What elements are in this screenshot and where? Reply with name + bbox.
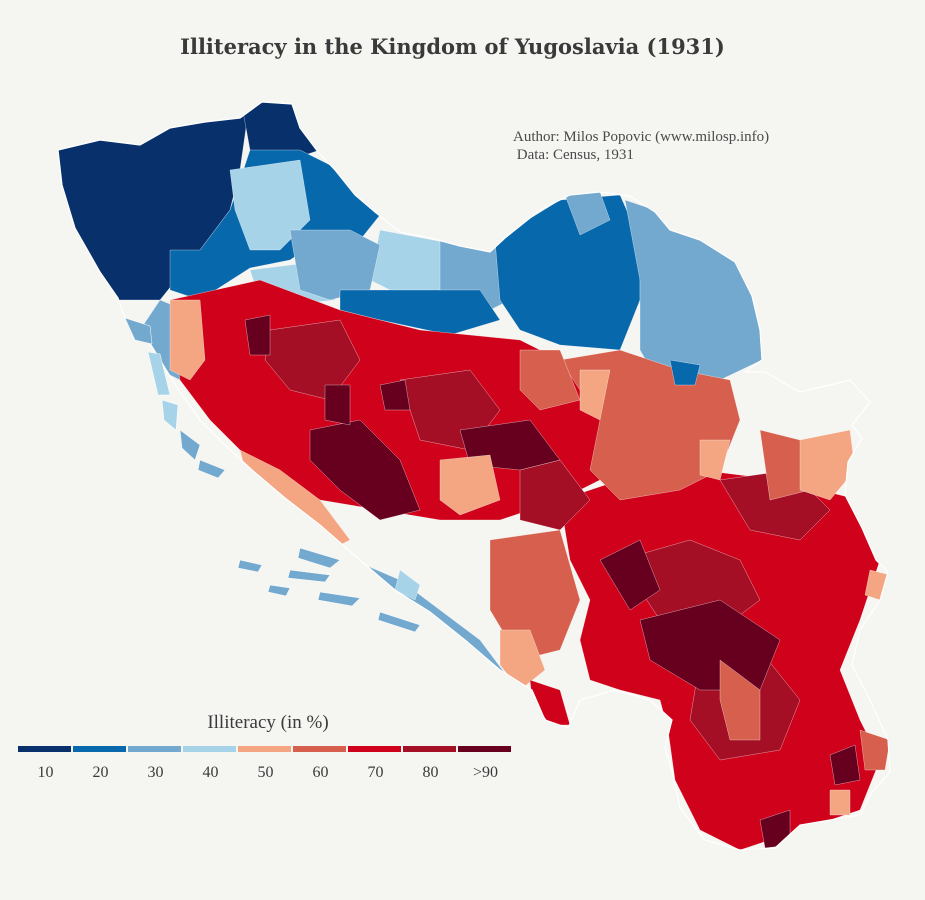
island (287, 569, 331, 583)
data-source-credit: Data: Census, 1931 (513, 147, 634, 163)
district-region (529, 679, 571, 726)
legend-label: 70 (367, 764, 384, 781)
legend-title: Illiteracy (in %) (207, 712, 329, 733)
legend-swatch (458, 746, 511, 752)
legend-swatch (18, 746, 71, 752)
district-region (599, 539, 661, 611)
legend-label: 20 (92, 764, 109, 781)
legend-label: 30 (147, 764, 164, 781)
author-credit: Author: Milos Popovic (www.milosp.info) (513, 129, 770, 145)
district-region (309, 419, 421, 521)
district-region (439, 454, 501, 516)
island (317, 591, 361, 607)
island (297, 547, 341, 569)
legend-swatch (73, 746, 126, 752)
island (267, 584, 291, 597)
district-region (324, 384, 351, 426)
district-region (329, 549, 511, 691)
district-region (244, 314, 271, 356)
district-region (519, 349, 581, 411)
legend-label: 40 (202, 764, 219, 781)
island (377, 611, 421, 633)
district-region (579, 369, 611, 421)
map-credits: Author: Milos Popovic (www.milosp.info) … (513, 128, 769, 164)
legend-swatch (293, 746, 346, 752)
legend-label: 80 (422, 764, 439, 781)
legend-labels: 10 20 30 40 50 60 70 80 >90 (18, 764, 518, 782)
legend-label: 10 (37, 764, 54, 781)
district-region (829, 744, 861, 786)
district-region (699, 439, 731, 481)
adriatic-islands (124, 317, 421, 633)
district-region (289, 229, 381, 301)
island (124, 317, 153, 345)
district-region (859, 729, 890, 771)
district-region (799, 429, 856, 501)
region-fills (58, 102, 890, 850)
island (147, 351, 171, 396)
legend-swatch (238, 746, 291, 752)
legend: Illiteracy (in %) 10 20 30 40 50 60 70 80 >90 (18, 712, 518, 782)
legend-swatch (348, 746, 401, 752)
legend-swatch (183, 746, 236, 752)
district-region (229, 159, 311, 251)
district-region (624, 199, 763, 386)
island (197, 459, 226, 479)
map-title: Illiteracy in the Kingdom of Yugoslavia … (180, 34, 725, 59)
legend-swatch (403, 746, 456, 752)
district-region (669, 359, 701, 386)
legend-color-bar (18, 746, 518, 752)
district-region (829, 789, 851, 816)
island (161, 399, 179, 431)
legend-swatch (128, 746, 181, 752)
island (179, 429, 201, 461)
district-region (169, 299, 206, 381)
legend-label: 50 (257, 764, 274, 781)
legend-label: >90 (472, 764, 499, 781)
island (237, 559, 263, 573)
district-region (379, 379, 411, 411)
district-region (499, 629, 546, 691)
district-region (394, 569, 421, 601)
district-region (719, 659, 761, 741)
legend-label: 60 (312, 764, 329, 781)
district-region (489, 529, 581, 661)
district-region (494, 194, 641, 351)
